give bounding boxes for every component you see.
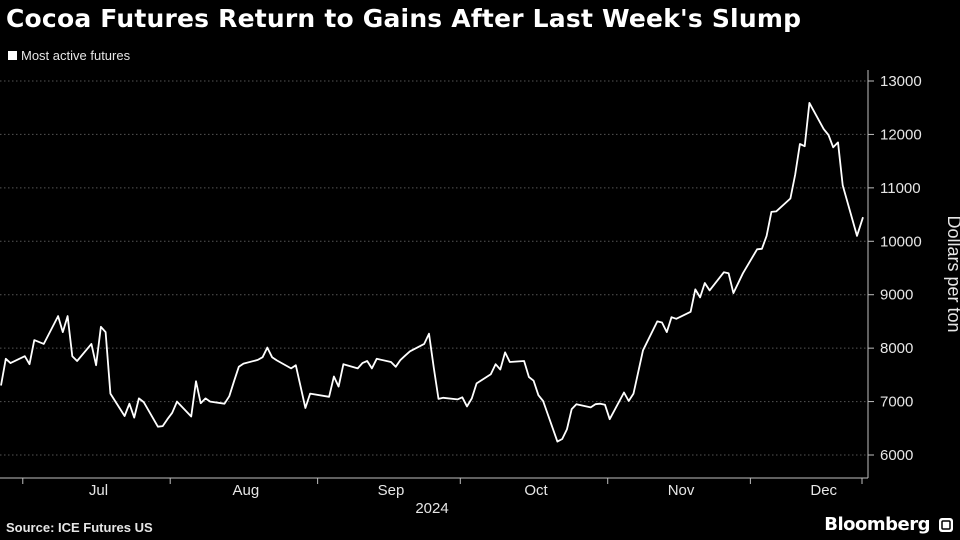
legend: Most active futures [8,48,130,63]
x-tick-label: Oct [524,482,548,499]
y-axis-title: Dollars per ton [944,215,960,332]
x-tick-label: Nov [668,482,695,499]
y-tick-label: 12000 [880,126,922,143]
x-tick-label: Jul [89,482,108,499]
y-tick-label: 8000 [880,340,913,357]
y-tick-label: 6000 [880,447,913,464]
external-link-icon[interactable] [938,517,954,533]
chart-title: Cocoa Futures Return to Gains After Last… [6,4,802,33]
y-tick-label: 13000 [880,73,922,90]
y-tick-label: 11000 [880,180,921,197]
bloomberg-logo: Bloomberg [824,514,930,535]
y-tick-label: 9000 [880,287,913,304]
x-tick-label: Aug [233,482,260,499]
legend-label: Most active futures [21,48,131,63]
y-tick-label: 10000 [880,233,922,250]
x-axis-ticks: Jul Aug Sep Oct Nov Dec [22,478,863,499]
y-axis-ticks: 6000 7000 8000 9000 10000 11000 12000 13000 [868,73,922,464]
y-tick-label: 7000 [880,394,913,411]
series-line-most-active-futures [0,102,864,443]
source-note: Source: ICE Futures US [6,520,153,535]
x-axis-year-label: 2024 [415,500,448,517]
x-tick-label: Dec [810,482,837,499]
x-tick-label: Sep [378,482,405,499]
grid-lines [0,80,868,456]
legend-swatch [8,51,17,60]
